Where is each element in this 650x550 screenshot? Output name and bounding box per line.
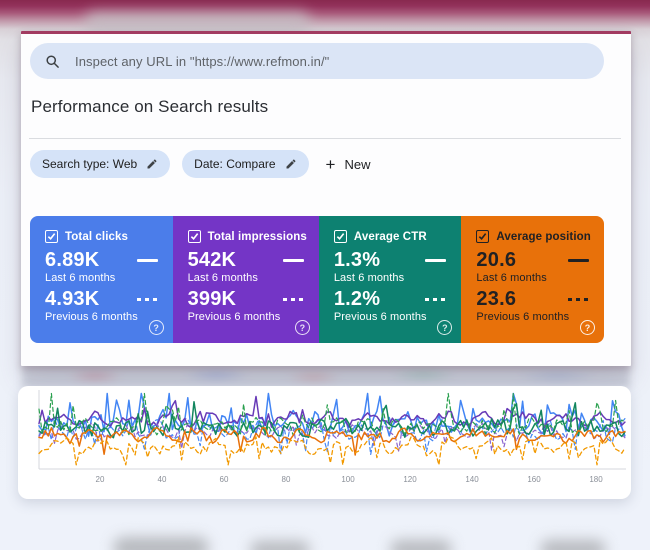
metric-card-average-ctr[interactable]: Average CTR 1.3% Last 6 months 1.2% Prev…: [318, 216, 462, 343]
performance-line-chart: 20 40 60 80 100 120 140 160 180: [38, 390, 626, 484]
metric-current-value: 542K: [187, 249, 237, 271]
metric-previous-row: 399K: [188, 289, 307, 309]
chart-series-position-last-6-months: [38, 426, 626, 456]
card-header: Total clicks: [45, 230, 161, 243]
metric-card-total-impressions[interactable]: Total impressions 542K Last 6 months 399…: [172, 216, 319, 343]
chart-series-position-previous-6-months: [38, 436, 626, 466]
checkmark-icon: [336, 233, 345, 240]
solid-line-legend-icon: [425, 258, 447, 262]
filter-chip-label: Date: Compare: [194, 157, 276, 171]
card-header: Total impressions: [187, 230, 307, 243]
metric-label: Average CTR: [353, 230, 427, 243]
metric-previous-value: 23.6: [476, 288, 517, 310]
card-header: Average position: [476, 230, 592, 243]
x-axis-tick-label: 60: [220, 475, 229, 484]
metric-checkbox[interactable]: [45, 230, 58, 243]
blurred-backdrop-shape: [540, 540, 606, 550]
x-axis-tick-label: 180: [589, 475, 603, 484]
help-icon[interactable]: ?: [294, 320, 310, 335]
metric-previous-row: 1.2%: [334, 289, 450, 309]
x-axis-tick-label: 120: [403, 475, 417, 484]
metric-card-total-clicks[interactable]: Total clicks 6.89K Last 6 months 4.93K P…: [30, 216, 173, 343]
new-filter-button[interactable]: + New: [326, 156, 371, 173]
help-icon[interactable]: ?: [148, 320, 164, 335]
search-icon: [46, 54, 59, 68]
filter-chip-search-type[interactable]: Search type: Web: [30, 150, 171, 178]
metric-previous-caption: Previous 6 months: [45, 311, 138, 323]
url-inspection-searchbar[interactable]: Inspect any URL in "https://www.refmon.i…: [30, 43, 604, 79]
metric-current-row: 6.89K: [45, 250, 161, 270]
page-title: Performance on Search results: [31, 97, 269, 116]
checkmark-icon: [190, 233, 198, 240]
plus-icon: +: [325, 154, 336, 174]
metric-previous-caption: Previous 6 months: [476, 311, 570, 323]
metric-cards-row: Total clicks 6.89K Last 6 months 4.93K P…: [30, 216, 604, 343]
dotted-line-legend-icon: [282, 297, 304, 301]
x-axis-tick-label: 160: [527, 475, 541, 484]
metric-current-caption: Last 6 months: [333, 272, 405, 284]
metric-previous-row: 4.93K: [45, 289, 161, 309]
edit-pencil-icon: [147, 159, 157, 169]
metric-current-value: 1.3%: [333, 249, 381, 271]
solid-line-legend-icon: [136, 258, 158, 262]
filter-bar: Search type: Web Date: Compare + New: [30, 150, 371, 178]
checkmark-icon: [47, 233, 56, 240]
help-icon[interactable]: ?: [580, 320, 595, 335]
dotted-line-legend-icon: [425, 297, 447, 301]
metric-previous-value: 399K: [187, 288, 237, 310]
blurred-backdrop-shape: [250, 541, 310, 550]
metric-current-caption: Last 6 months: [476, 272, 547, 284]
metric-previous-row: 23.6: [476, 289, 592, 309]
filter-chip-date[interactable]: Date: Compare: [182, 150, 309, 178]
x-axis-tick-label: 80: [282, 475, 291, 484]
metric-previous-caption: Previous 6 months: [333, 311, 427, 323]
card-header: Average CTR: [333, 230, 450, 243]
metric-label: Total impressions: [207, 230, 307, 243]
metric-checkbox[interactable]: [333, 230, 347, 243]
dotted-line-legend-icon: [136, 297, 158, 301]
metric-label: Average position: [496, 230, 591, 243]
solid-line-legend-icon: [282, 258, 304, 262]
x-axis-tick-label: 140: [465, 475, 479, 484]
metric-current-caption: Last 6 months: [187, 272, 258, 284]
metric-checkbox[interactable]: [476, 230, 490, 243]
metric-current-row: 542K: [188, 250, 307, 270]
search-placeholder: Inspect any URL in "https://www.refmon.i…: [75, 53, 330, 69]
filter-chip-label: Search type: Web: [42, 157, 138, 171]
chart-series-ctr-last-6-months: [38, 401, 626, 439]
blurred-content-strip: [22, 365, 630, 387]
dotted-line-legend-icon: [568, 297, 589, 301]
metric-current-row: 20.6: [476, 250, 592, 270]
new-filter-label: New: [344, 156, 371, 172]
metric-previous-value: 4.93K: [45, 288, 100, 310]
edit-pencil-icon: [286, 159, 296, 169]
performance-chart-panel: 20 40 60 80 100 120 140 160 180: [18, 386, 631, 499]
checkmark-icon: [479, 233, 487, 240]
metric-current-caption: Last 6 months: [45, 272, 116, 284]
x-axis-tick-label: 100: [341, 475, 355, 484]
metric-previous-caption: Previous 6 months: [187, 311, 281, 323]
metric-card-average-position[interactable]: Average position 20.6 Last 6 months 23.6…: [461, 216, 604, 343]
search-console-panel: Inspect any URL in "https://www.refmon.i…: [21, 31, 631, 366]
metric-current-row: 1.3%: [334, 250, 450, 270]
blurred-backdrop-shape: [85, 12, 310, 32]
metric-current-value: 6.89K: [45, 249, 100, 271]
metric-previous-value: 1.2%: [333, 288, 381, 310]
metric-current-value: 20.6: [476, 249, 517, 271]
chart-series-ctr-previous-6-months: [38, 392, 626, 437]
solid-line-legend-icon: [568, 258, 589, 262]
help-icon[interactable]: ?: [437, 320, 453, 335]
chart-series-impressions-last-6-months: [38, 395, 626, 429]
x-axis-tick-label: 40: [158, 475, 167, 484]
metric-label: Total clicks: [65, 230, 128, 243]
blurred-backdrop-shape: [390, 540, 452, 550]
divider: [29, 138, 621, 139]
blurred-backdrop-shape: [113, 537, 209, 550]
metric-checkbox[interactable]: [187, 230, 201, 243]
x-axis-tick-label: 20: [96, 475, 105, 484]
